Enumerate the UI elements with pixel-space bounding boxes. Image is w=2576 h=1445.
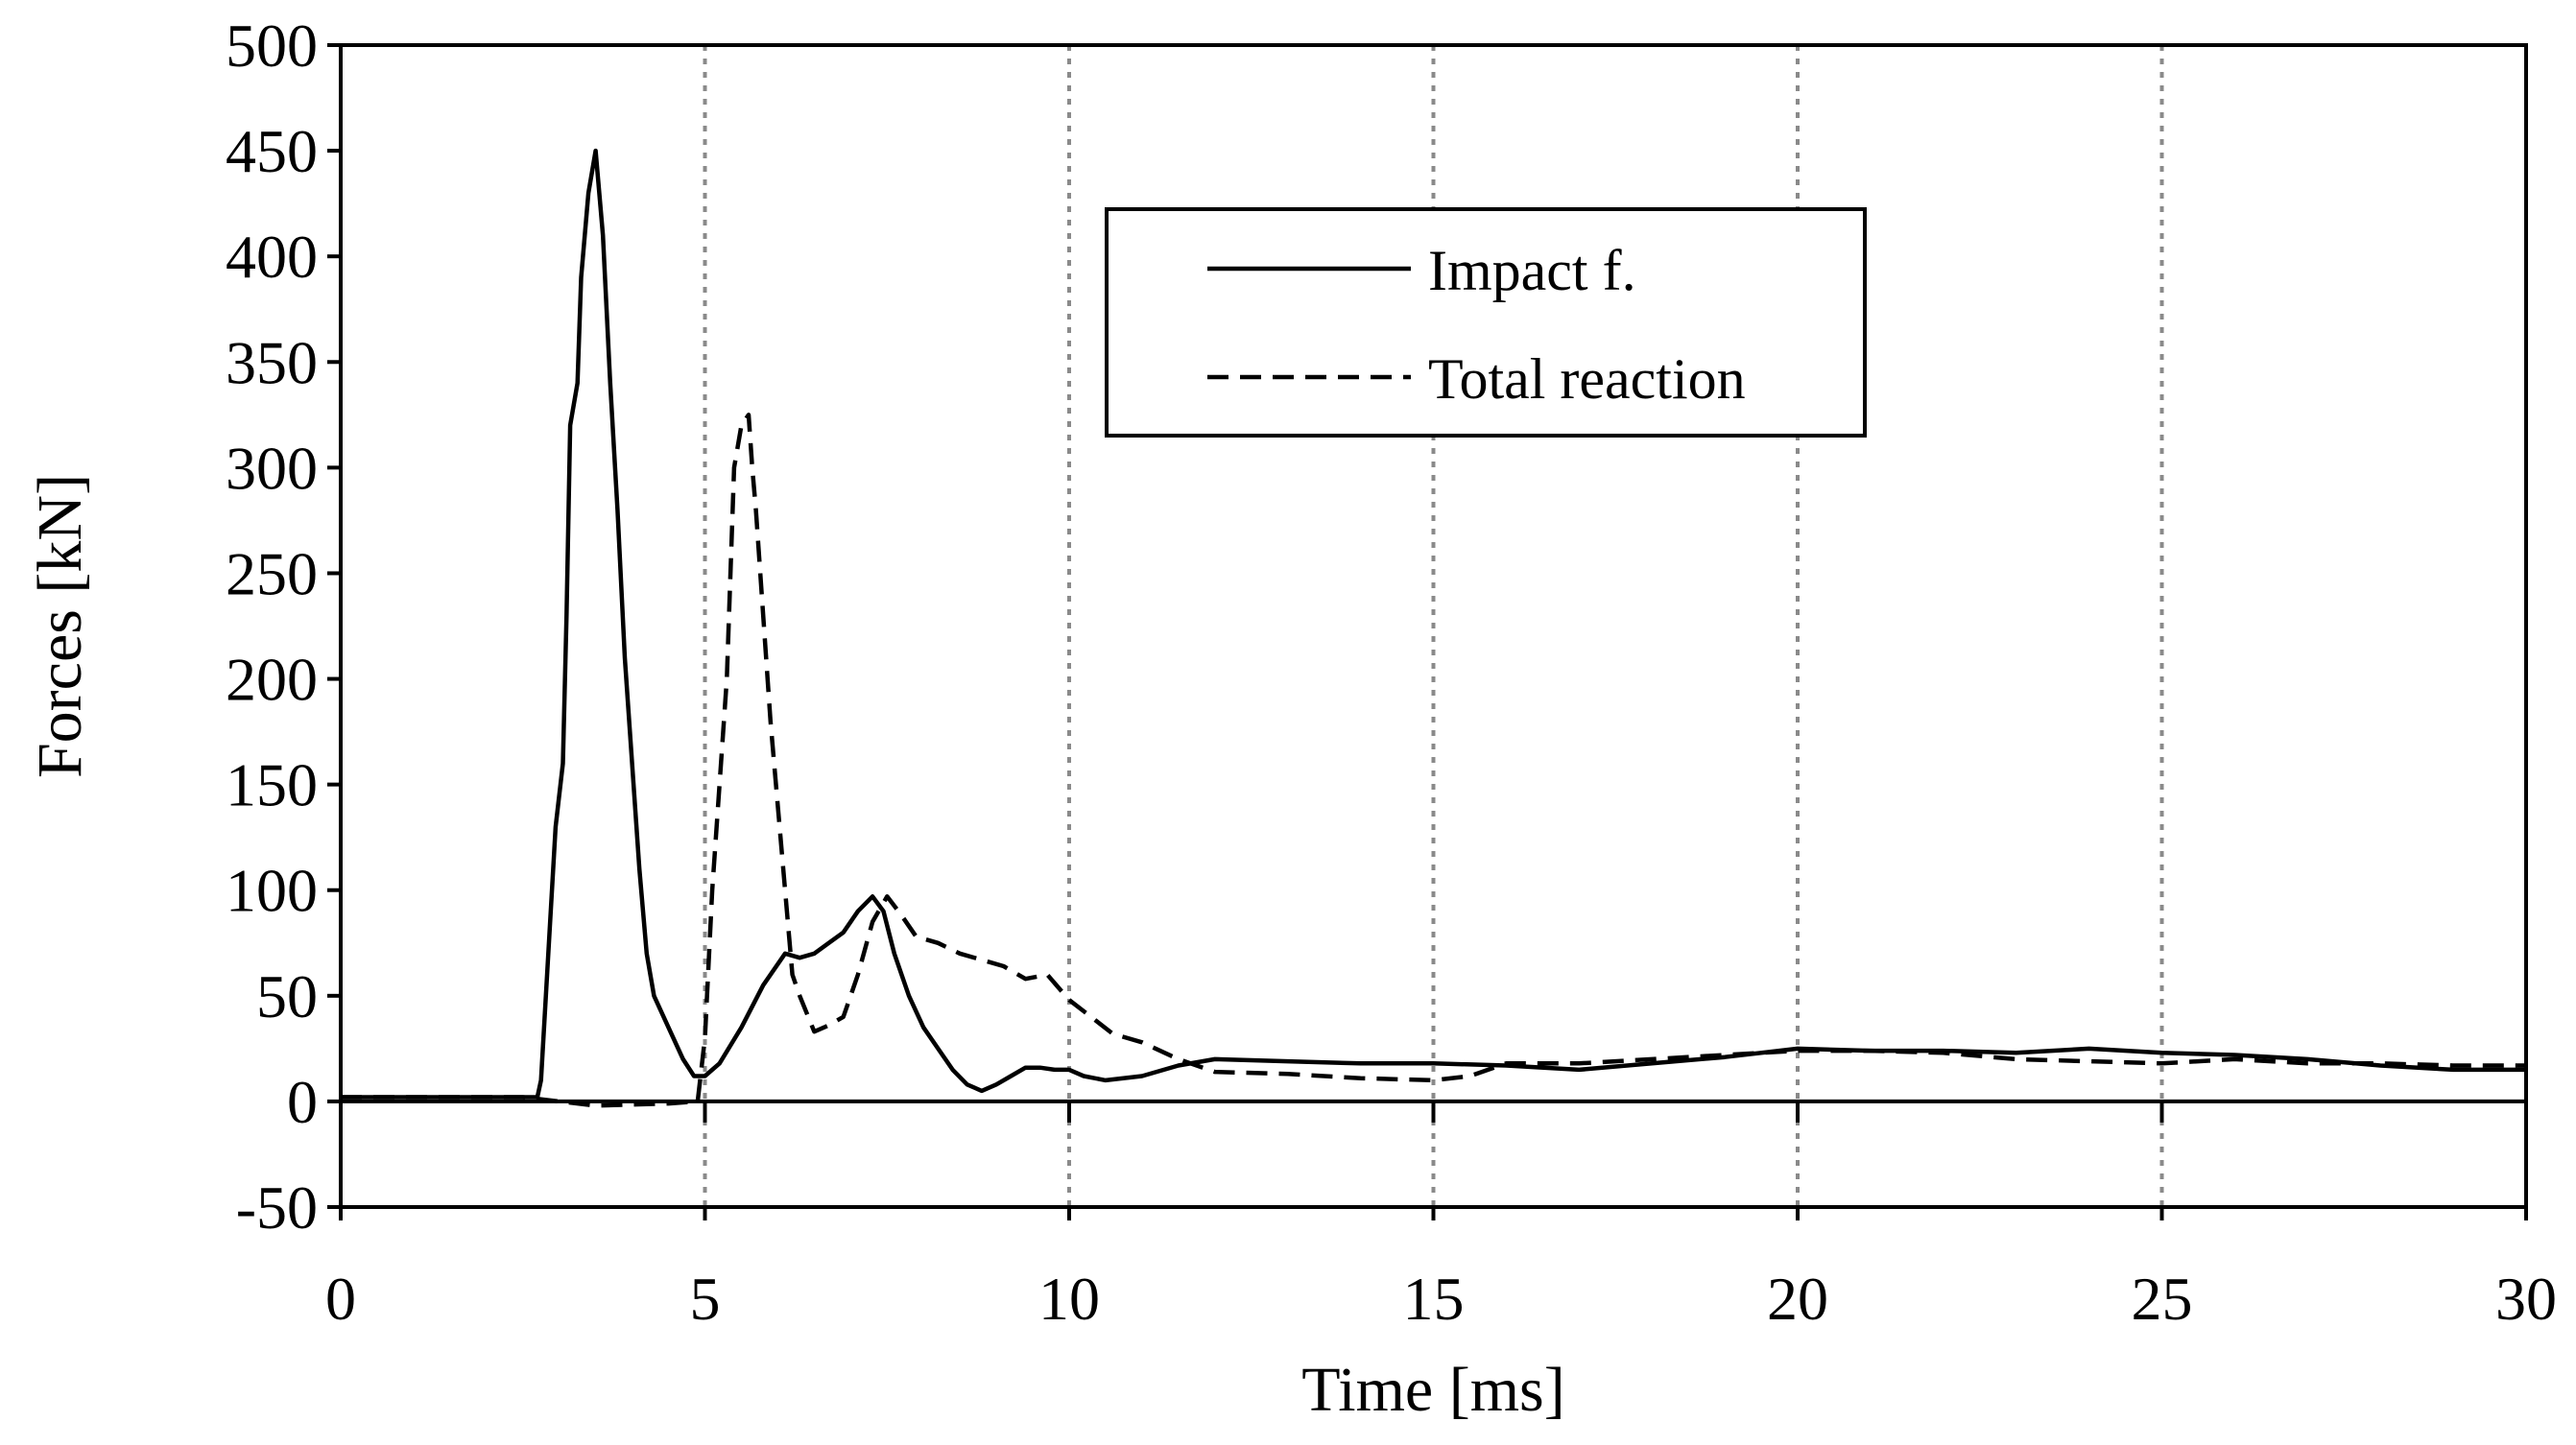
x-tick-label: 0 [325, 1265, 356, 1333]
y-tick-label: 200 [226, 646, 318, 714]
y-tick-label: 250 [226, 539, 318, 607]
series-line-total-reaction [341, 413, 2526, 1108]
legend: Impact f. Total reaction [1105, 207, 1867, 438]
y-tick-label: -50 [236, 1173, 318, 1242]
x-tick-label: 20 [1767, 1265, 1828, 1333]
legend-box [1105, 207, 1867, 438]
y-axis-title: Forces [kN] [25, 474, 95, 778]
x-tick-label: 30 [2495, 1265, 2557, 1333]
series-layer [341, 148, 2526, 1108]
y-tick-label: 300 [226, 434, 318, 502]
series-line-impact [341, 148, 2526, 1100]
y-tick-label: 400 [226, 223, 318, 291]
x-tick-label: 10 [1038, 1265, 1100, 1333]
x-axis-title: Time [ms] [1301, 1355, 1564, 1425]
y-tick-label: 0 [287, 1068, 318, 1136]
x-tick-label: 5 [690, 1265, 721, 1333]
x-tick-label: 25 [2132, 1265, 2193, 1333]
legend-label-total-reaction: Total reaction [1428, 347, 1746, 411]
y-tick-label: 100 [226, 857, 318, 925]
y-tick-label: 150 [226, 751, 318, 819]
y-tick-label: 450 [226, 117, 318, 185]
x-tick-label: 15 [1403, 1265, 1465, 1333]
y-tick-label: 350 [226, 328, 318, 396]
y-tick-label: 50 [256, 962, 318, 1030]
legend-label-impact: Impact f. [1428, 239, 1636, 302]
y-tick-label: 500 [226, 12, 318, 80]
